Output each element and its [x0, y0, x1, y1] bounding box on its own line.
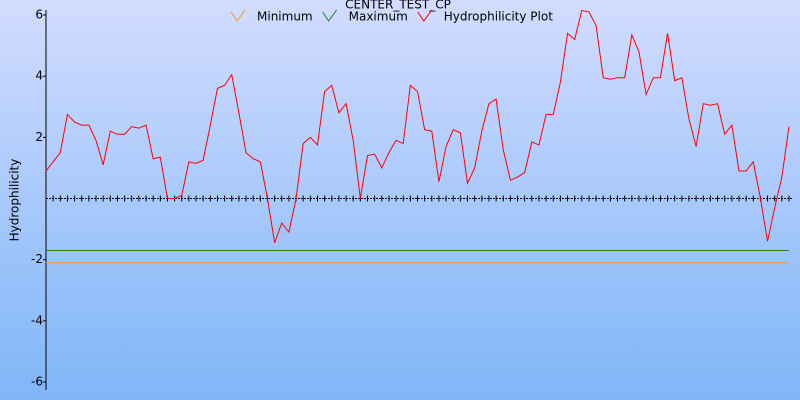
legend-label: Hydrophilicity Plot: [444, 10, 553, 24]
data-line: [45, 9, 790, 244]
y-tick-label: 2: [35, 130, 43, 144]
legend-label: Maximum: [349, 10, 408, 24]
y-tick-label: -2: [31, 252, 43, 266]
y-tick-label: -6: [31, 375, 43, 389]
legend-label: Minimum: [257, 10, 313, 24]
y-tick-label: -4: [31, 313, 43, 327]
chart-title: CENTER_TEST_CP: [345, 0, 451, 12]
legend-icon: [417, 9, 433, 22]
legend-icon: [230, 9, 246, 22]
y-tick-label: 6: [35, 8, 43, 22]
legend-icon: [322, 9, 338, 22]
y-tick-label: 4: [35, 69, 43, 83]
y-axis-label: Hydrophilicity: [8, 159, 22, 242]
